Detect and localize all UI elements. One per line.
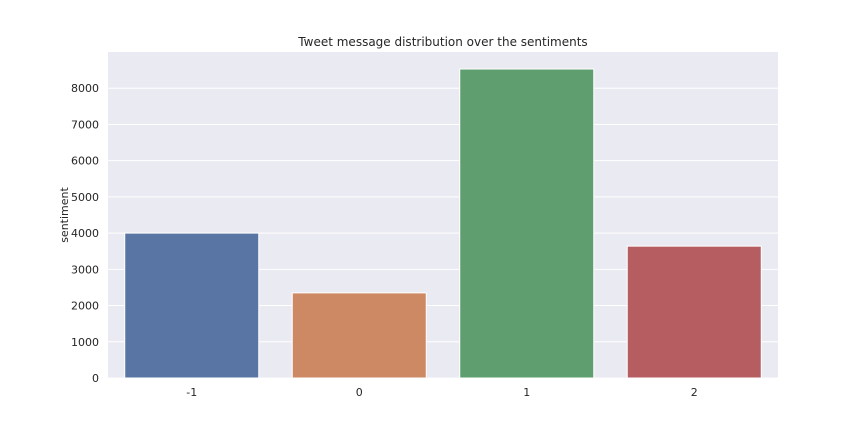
y-tick-label: 0	[92, 372, 99, 385]
y-tick-label: 7000	[71, 118, 99, 131]
y-tick-label: 5000	[71, 191, 99, 204]
bar-1	[459, 68, 595, 379]
y-tick-label: 6000	[71, 155, 99, 168]
x-tick-label: 0	[356, 386, 363, 399]
bar-0	[291, 292, 427, 379]
x-tick-labels: -1 0 1 2	[186, 386, 697, 399]
y-tick-label: 2000	[71, 300, 99, 313]
y-axis-label: sentiment	[58, 187, 71, 243]
y-tick-label: 1000	[71, 336, 99, 349]
x-tick-label: -1	[186, 386, 197, 399]
chart-title: Tweet message distribution over the sent…	[297, 35, 587, 49]
bar-2	[626, 245, 762, 379]
y-tick-labels: 0 1000 2000 3000 4000 5000 6000 7000 8000	[71, 82, 99, 385]
bar--1	[124, 232, 260, 379]
x-tick-label: 2	[691, 386, 698, 399]
y-tick-label: 8000	[71, 82, 99, 95]
bars	[124, 68, 762, 379]
x-tick-label: 1	[523, 386, 530, 399]
y-tick-label: 4000	[71, 227, 99, 240]
y-tick-label: 3000	[71, 263, 99, 276]
